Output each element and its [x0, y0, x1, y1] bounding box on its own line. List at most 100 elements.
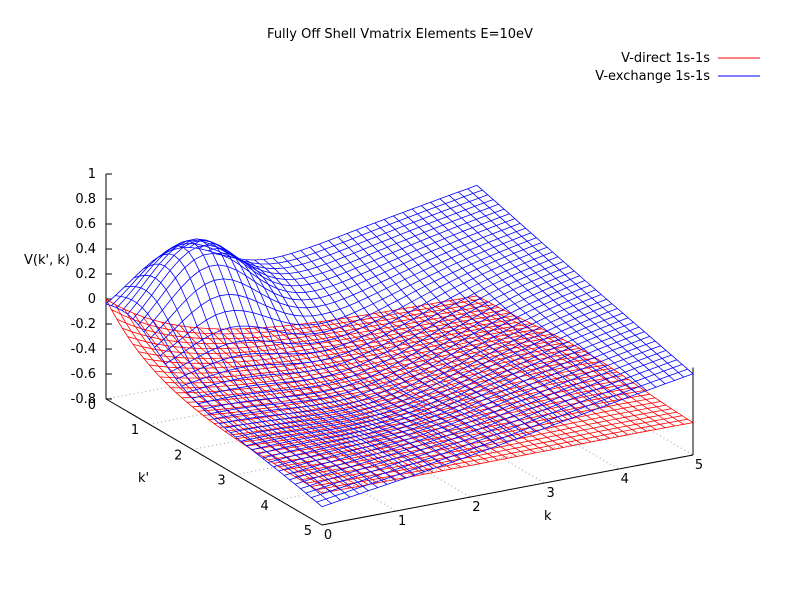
direct-mesh-col — [161, 321, 378, 484]
y-tick-label: 5 — [304, 524, 312, 539]
tick-labels: -0.8-0.6-0.4-0.200.20.40.60.810123450123… — [71, 167, 704, 543]
x-tick-label: 0 — [324, 528, 332, 543]
direct-mesh-col — [458, 298, 675, 427]
direct-mesh-col — [346, 317, 564, 448]
exchange-mesh-col — [263, 259, 480, 453]
exchange-mesh-col — [476, 185, 694, 375]
exchange-mesh-col — [411, 208, 629, 398]
exchange-mesh-col — [254, 259, 471, 456]
x-tick-label: 4 — [621, 472, 629, 487]
direct-mesh-col — [217, 328, 434, 473]
exchange-mesh-col — [217, 252, 434, 469]
exchange-mesh-col — [142, 263, 360, 495]
direct-mesh-col — [272, 326, 490, 463]
x-axis-label: k — [544, 509, 552, 524]
direct-mesh-col — [300, 323, 518, 457]
exchange-mesh-row — [138, 213, 510, 326]
legend-label-direct: V-direct 1s-1s — [621, 51, 710, 66]
direct-mesh-col — [411, 306, 629, 436]
z-tick-label: -0.6 — [71, 367, 96, 382]
grid-line-k — [179, 384, 397, 512]
exchange-mesh-col — [226, 255, 443, 466]
exchange-mesh-col — [170, 240, 388, 485]
grid-line-k — [402, 342, 620, 470]
y-axis-label: k' — [138, 471, 149, 486]
direct-mesh-col — [105, 298, 323, 494]
exchange-mesh-col — [189, 239, 406, 479]
exchange-mesh-col — [458, 191, 675, 381]
legend: V-direct 1s-1s V-exchange 1s-1s — [595, 51, 760, 84]
exchange-mesh-col — [207, 247, 425, 473]
grid-line-k — [254, 370, 471, 498]
grid-line-kp — [278, 429, 650, 501]
exchange-mesh-col — [430, 201, 647, 391]
z-tick-label: 0.2 — [75, 267, 96, 282]
exchange-mesh-col — [161, 245, 378, 488]
direct-mesh-col — [421, 305, 638, 434]
exchange-mesh-col — [384, 219, 601, 408]
exchange-mesh-col — [467, 188, 684, 378]
chart-title: Fully Off Shell Vmatrix Elements E=10eV — [267, 27, 533, 42]
x-tick-label: 5 — [695, 458, 703, 473]
exchange-mesh-col — [439, 198, 657, 388]
x-tick-label: 3 — [546, 486, 554, 501]
direct-mesh-col — [384, 311, 601, 441]
x-axis-line — [321, 454, 694, 526]
axes — [105, 174, 694, 526]
exchange-mesh-col — [337, 236, 555, 426]
exchange-mesh-col — [179, 238, 397, 482]
exchange-mesh-col — [235, 257, 453, 463]
z-tick-label: -0.2 — [71, 317, 96, 332]
exchange-mesh-col — [244, 259, 462, 460]
direct-mesh-col — [244, 328, 462, 468]
direct-mesh-col — [235, 328, 453, 470]
exchange-mesh-col — [402, 212, 620, 402]
y-tick-label: 1 — [131, 423, 139, 438]
exchange-mesh-col — [198, 243, 416, 476]
z-tick-label: 0.6 — [75, 217, 96, 232]
grid-line-k — [328, 356, 545, 484]
y-tick-label: 3 — [217, 474, 225, 489]
exchange-mesh-col — [356, 229, 573, 419]
exchange-mesh-col — [281, 255, 499, 446]
z-tick-label: 0.8 — [75, 192, 96, 207]
exchange-mesh-col — [105, 303, 323, 508]
exchange-mesh-col — [393, 215, 610, 405]
exchange-mesh-col — [133, 274, 351, 498]
direct-mesh-col — [124, 309, 341, 490]
grid-line-k — [476, 328, 694, 456]
exchange-mesh-col — [421, 205, 638, 395]
direct-mesh-col — [189, 326, 406, 479]
legend-label-exchange: V-exchange 1s-1s — [595, 69, 710, 84]
direct-mesh-col — [254, 327, 471, 466]
exchange-mesh-row — [127, 203, 499, 315]
z-tick-label: -0.8 — [71, 392, 96, 407]
exchange-mesh-col — [309, 247, 527, 436]
exchange-mesh-col — [124, 285, 341, 501]
exchange-mesh-col — [374, 222, 592, 412]
y-tick-label: 0 — [88, 398, 96, 413]
exchange-mesh-col — [346, 233, 564, 422]
exchange-mesh-col — [272, 257, 490, 450]
y-tick-label: 2 — [174, 448, 182, 463]
z-tick-label: 0 — [88, 292, 96, 307]
z-axis-label: V(k', k) — [24, 253, 70, 268]
direct-mesh-col — [142, 316, 360, 487]
exchange-mesh-col — [319, 243, 536, 433]
exchange-mesh-col — [300, 250, 518, 440]
exchange-mesh-col — [365, 226, 582, 415]
direct-mesh-col — [198, 327, 416, 477]
direct-mesh-col — [365, 314, 582, 445]
direct-mesh-col — [170, 323, 388, 482]
x-tick-label: 2 — [472, 500, 480, 515]
z-tick-label: 1 — [88, 167, 96, 182]
x-tick-label: 1 — [398, 514, 406, 529]
direct-mesh-row — [262, 382, 634, 457]
z-tick-label: -0.4 — [71, 342, 96, 357]
z-tick-label: 0.4 — [75, 242, 96, 257]
y-axis-line — [105, 398, 323, 526]
direct-mesh-col — [402, 308, 620, 437]
direct-mesh-col — [281, 325, 499, 461]
direct-mesh-col — [374, 313, 592, 443]
